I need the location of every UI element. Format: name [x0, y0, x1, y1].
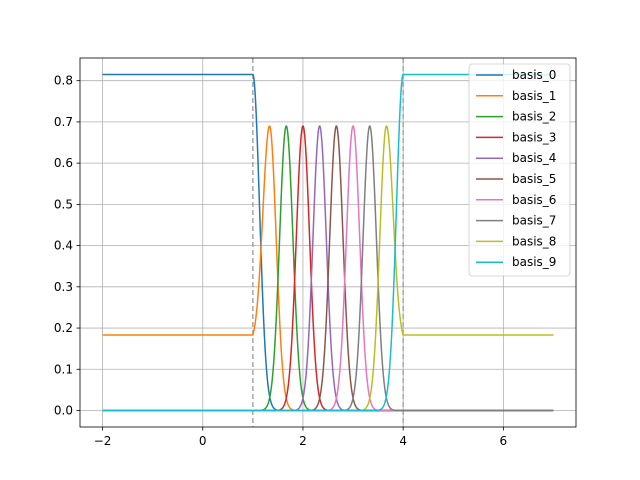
legend-label-basis_9: basis_9 [512, 255, 556, 269]
x-tick-label: 0 [199, 434, 207, 448]
axis-ticks: −2 0 2 4 6 0.0 0.1 0.2 0.3 0.4 0.5 0.6 0.7 0.8 [54, 74, 507, 448]
x-tick-label: 2 [299, 434, 307, 448]
legend-label-basis_1: basis_1 [512, 89, 556, 103]
legend-label-basis_0: basis_0 [512, 68, 556, 82]
x-tick-label: −2 [94, 434, 112, 448]
plot-frame [79, 57, 577, 428]
y-tick-label: 0.8 [54, 74, 73, 88]
y-tick-label: 0.4 [54, 239, 73, 253]
y-tick-label: 0.5 [54, 197, 73, 211]
legend: basis_0 basis_1 basis_2 basis_3 basis_4basis… [468, 63, 571, 277]
y-tick-label: 0.1 [54, 362, 73, 376]
legend-label-basis_8: basis_8 [512, 234, 556, 248]
y-tick-label: 0.2 [54, 321, 73, 335]
series-lines [102, 73, 554, 412]
y-tick-label: 0.6 [54, 156, 73, 170]
legend-label-basis_5: basis_5 [512, 172, 556, 186]
y-tick-label: 0.7 [54, 115, 73, 129]
x-tick-label: 4 [399, 434, 407, 448]
legend-label-basis_4: basis_4 [512, 151, 556, 165]
legend-label-basis_7: basis_7 [512, 214, 556, 228]
vertical-dashed-lines [252, 58, 404, 427]
y-tick-label: 0.3 [54, 280, 73, 294]
legend-label-basis_2: basis_2 [512, 110, 556, 124]
y-tick-label: 0.0 [54, 404, 73, 418]
legend-label-basis_6: basis_6 [512, 193, 556, 207]
legend-label-basis_3: basis_3 [512, 130, 556, 144]
x-tick-label: 6 [500, 434, 508, 448]
